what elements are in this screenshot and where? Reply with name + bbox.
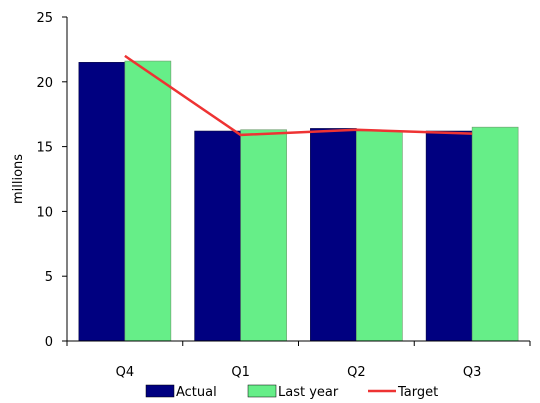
y-tick-label: 10 bbox=[36, 205, 53, 220]
y-tick-label: 15 bbox=[36, 141, 53, 156]
legend: Actual Last year Target bbox=[145, 384, 438, 400]
x-category-label: Q2 bbox=[347, 365, 366, 380]
legend-label: Target bbox=[397, 385, 438, 400]
legend-swatch bbox=[247, 384, 277, 398]
bar-last-year bbox=[356, 130, 403, 342]
bar-actual bbox=[425, 130, 473, 342]
y-tick-label: 5 bbox=[45, 270, 53, 285]
x-ticks: Q4 Q1 Q2 Q3 bbox=[66, 341, 531, 380]
series-line-target bbox=[124, 54, 473, 137]
x-category-label: Q4 bbox=[116, 365, 135, 380]
legend-label: Last year bbox=[278, 385, 339, 400]
y-tick-label: 20 bbox=[36, 76, 53, 91]
x-category-label: Q1 bbox=[231, 365, 250, 380]
bar-actual bbox=[194, 130, 241, 342]
legend-swatch bbox=[145, 384, 175, 398]
bar-last-year bbox=[240, 129, 287, 342]
bar-actual bbox=[310, 128, 357, 342]
y-ticks: 0 5 10 15 20 25 bbox=[36, 11, 67, 350]
x-category-label: Q3 bbox=[463, 365, 482, 380]
bar-last-year bbox=[471, 126, 519, 342]
bar-last-year bbox=[124, 60, 172, 342]
bars-layer bbox=[78, 60, 519, 342]
target-line-layer bbox=[124, 54, 473, 137]
y-tick-label: 0 bbox=[45, 335, 53, 350]
y-tick-label: 25 bbox=[36, 11, 53, 26]
bar-actual bbox=[78, 62, 126, 342]
legend-label: Actual bbox=[176, 385, 217, 400]
y-axis-title: millions bbox=[11, 154, 26, 204]
